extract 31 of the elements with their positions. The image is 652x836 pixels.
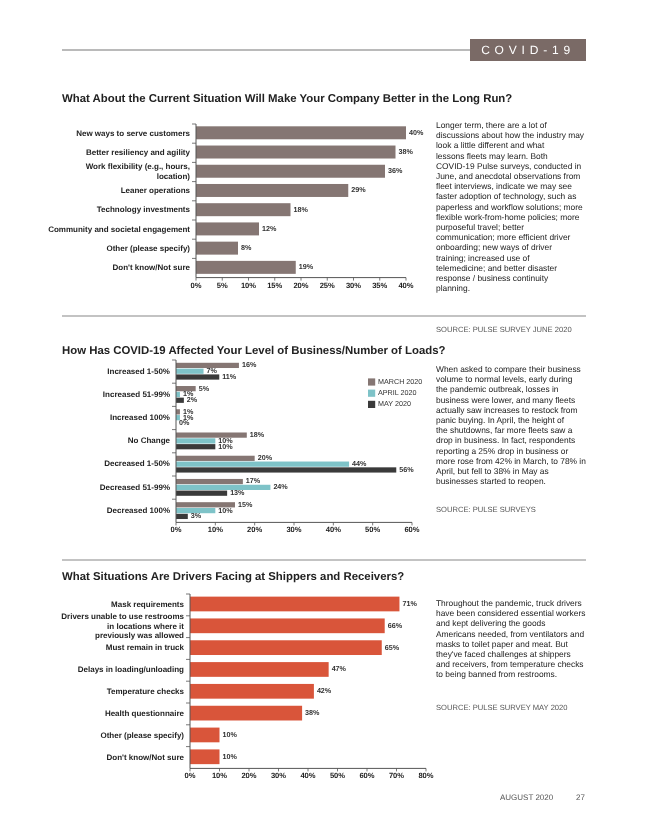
- bar: [176, 467, 397, 473]
- bar: [190, 749, 220, 765]
- bar: [190, 596, 400, 612]
- bar: [196, 260, 296, 274]
- bar: [176, 508, 216, 514]
- bar: [190, 618, 385, 634]
- bar: [190, 705, 303, 721]
- bar: [196, 126, 406, 140]
- bar: [176, 438, 216, 444]
- bar: [190, 640, 382, 656]
- bar: [196, 222, 259, 236]
- bar: [176, 455, 255, 461]
- bar: [190, 683, 314, 699]
- bar: [176, 502, 235, 508]
- bar: [196, 145, 396, 159]
- bar: [196, 203, 291, 217]
- bar: [196, 241, 238, 255]
- bar: [176, 368, 204, 374]
- bar: [190, 727, 220, 743]
- bar: [176, 432, 247, 438]
- bar: [176, 461, 350, 467]
- bar: [176, 444, 216, 450]
- bar: [196, 183, 349, 197]
- bar: [176, 374, 220, 380]
- bar: [176, 362, 239, 369]
- bar: [176, 386, 196, 392]
- bar: [176, 484, 271, 490]
- bar: [190, 662, 329, 677]
- bar: [176, 490, 228, 496]
- bar: [176, 478, 243, 485]
- bar: [196, 164, 385, 178]
